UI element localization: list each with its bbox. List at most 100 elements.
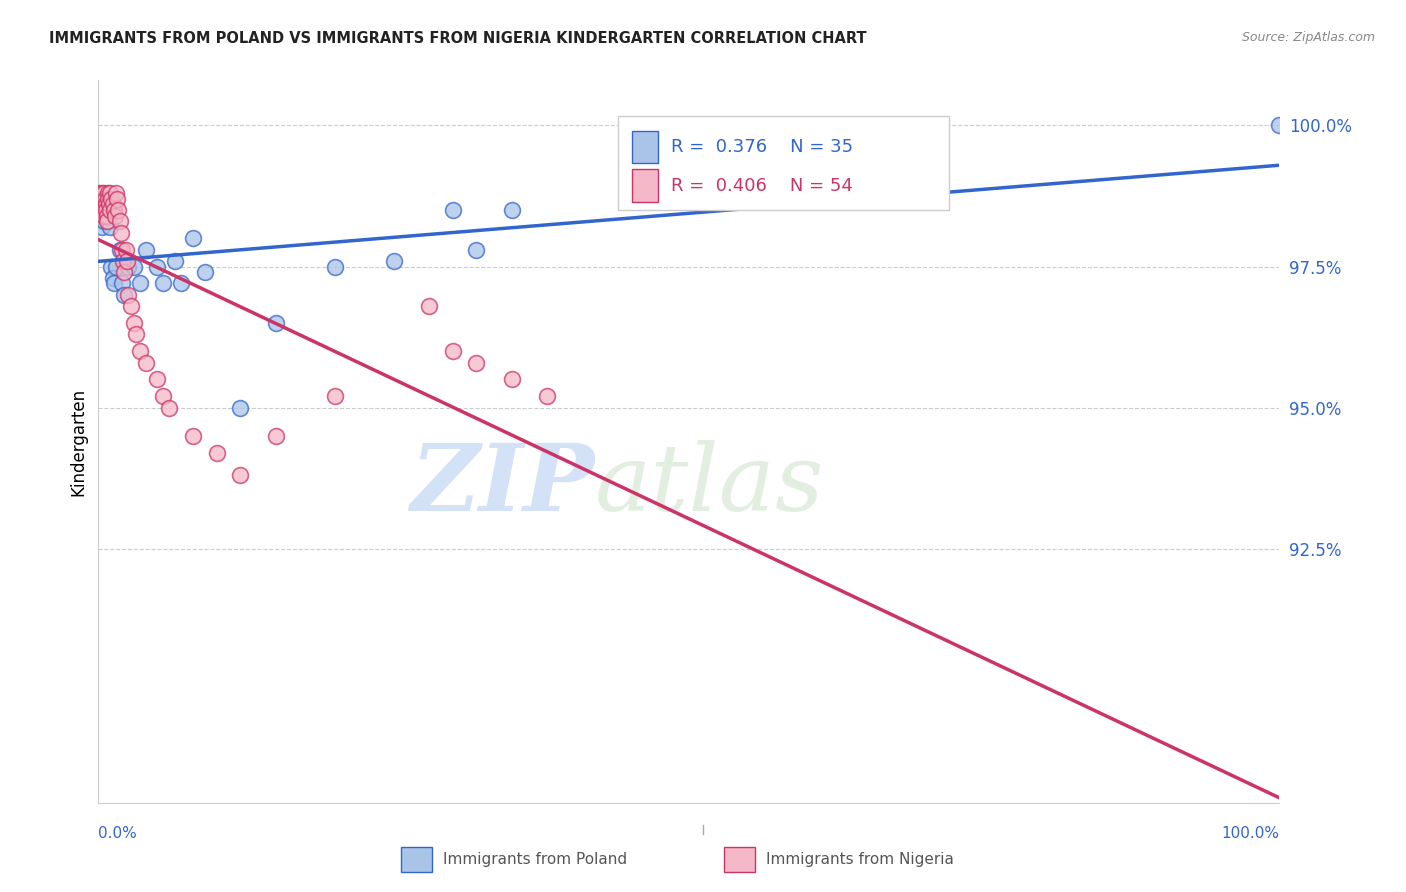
Point bbox=[111, 243, 134, 257]
Point bbox=[229, 468, 252, 483]
Point bbox=[264, 429, 287, 443]
Point bbox=[87, 197, 110, 211]
Point bbox=[105, 260, 128, 274]
Point bbox=[181, 231, 204, 245]
Point bbox=[323, 389, 346, 403]
Point bbox=[100, 192, 122, 206]
Point bbox=[96, 203, 118, 218]
Point bbox=[87, 203, 110, 218]
Bar bbox=[633, 131, 658, 163]
Point bbox=[93, 214, 115, 228]
Point bbox=[108, 214, 131, 228]
Point bbox=[501, 203, 523, 218]
Text: Source: ZipAtlas.com: Source: ZipAtlas.com bbox=[1241, 31, 1375, 45]
Point bbox=[152, 277, 174, 291]
Point bbox=[152, 389, 174, 403]
Point bbox=[94, 209, 117, 223]
Point bbox=[98, 197, 121, 211]
Point bbox=[122, 260, 145, 274]
Point bbox=[114, 243, 136, 257]
Point bbox=[112, 287, 135, 301]
Point bbox=[112, 253, 135, 268]
Point bbox=[1268, 119, 1291, 133]
Point bbox=[98, 214, 121, 228]
Point bbox=[104, 209, 127, 223]
Point bbox=[90, 197, 112, 211]
Point bbox=[98, 220, 121, 235]
Point bbox=[91, 220, 114, 235]
Point bbox=[101, 197, 124, 211]
Point bbox=[103, 277, 125, 291]
Point bbox=[146, 372, 169, 386]
Text: 100.0%: 100.0% bbox=[1222, 826, 1279, 841]
Point bbox=[107, 203, 129, 218]
Text: Immigrants from Nigeria: Immigrants from Nigeria bbox=[766, 853, 955, 867]
Text: R =  0.376    N = 35: R = 0.376 N = 35 bbox=[671, 138, 853, 156]
Point bbox=[121, 299, 143, 313]
Point bbox=[87, 186, 110, 201]
Point bbox=[465, 243, 488, 257]
Point bbox=[98, 186, 121, 201]
Text: Immigrants from Poland: Immigrants from Poland bbox=[443, 853, 627, 867]
Point bbox=[146, 260, 169, 274]
Point bbox=[117, 260, 139, 274]
Point bbox=[501, 372, 523, 386]
Point bbox=[323, 260, 346, 274]
Point bbox=[94, 203, 117, 218]
Point bbox=[264, 316, 287, 330]
Point bbox=[93, 186, 115, 201]
Point bbox=[97, 209, 120, 223]
Point bbox=[89, 192, 111, 206]
Point bbox=[122, 316, 145, 330]
Text: IMMIGRANTS FROM POLAND VS IMMIGRANTS FROM NIGERIA KINDERGARTEN CORRELATION CHART: IMMIGRANTS FROM POLAND VS IMMIGRANTS FRO… bbox=[49, 31, 868, 46]
Point bbox=[157, 401, 180, 415]
FancyBboxPatch shape bbox=[619, 117, 949, 211]
Point bbox=[536, 389, 558, 403]
Point bbox=[128, 277, 150, 291]
Point bbox=[229, 401, 252, 415]
Point bbox=[170, 277, 193, 291]
Point bbox=[194, 265, 217, 279]
Point bbox=[128, 344, 150, 359]
Point bbox=[110, 226, 132, 240]
Point bbox=[96, 214, 118, 228]
Point bbox=[205, 446, 228, 460]
Point bbox=[90, 203, 112, 218]
Point bbox=[418, 299, 440, 313]
Point bbox=[117, 287, 139, 301]
Point bbox=[97, 192, 120, 206]
Point bbox=[91, 203, 114, 218]
Point bbox=[135, 355, 157, 369]
Point bbox=[101, 270, 124, 285]
Point bbox=[111, 277, 134, 291]
Point bbox=[103, 203, 125, 218]
Point bbox=[89, 203, 111, 218]
Point bbox=[105, 192, 128, 206]
Point bbox=[94, 197, 117, 211]
Point bbox=[108, 243, 131, 257]
Point bbox=[93, 209, 115, 223]
Text: atlas: atlas bbox=[595, 440, 824, 530]
Point bbox=[98, 203, 121, 218]
Point bbox=[91, 192, 114, 206]
Point bbox=[100, 260, 122, 274]
Text: R =  0.406    N = 54: R = 0.406 N = 54 bbox=[671, 177, 853, 194]
Point bbox=[135, 243, 157, 257]
Text: 0.0%: 0.0% bbox=[98, 826, 138, 841]
Y-axis label: Kindergarten: Kindergarten bbox=[69, 387, 87, 496]
Text: ZIP: ZIP bbox=[411, 440, 595, 530]
Bar bbox=[633, 169, 658, 202]
Point bbox=[441, 203, 464, 218]
Point bbox=[465, 355, 488, 369]
Point bbox=[91, 186, 114, 201]
Point bbox=[94, 192, 117, 206]
Point bbox=[165, 253, 187, 268]
Point bbox=[90, 209, 112, 223]
Point bbox=[441, 344, 464, 359]
Point bbox=[181, 429, 204, 443]
Point bbox=[115, 253, 138, 268]
Point bbox=[97, 186, 120, 201]
Point bbox=[382, 253, 405, 268]
Point bbox=[112, 265, 135, 279]
Point bbox=[125, 327, 148, 342]
